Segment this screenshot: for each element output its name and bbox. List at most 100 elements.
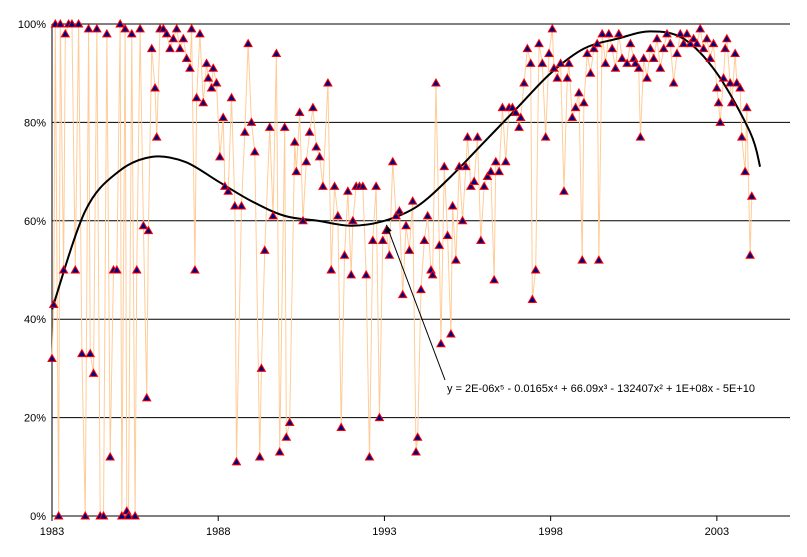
data-point: [479, 181, 490, 190]
data-point: [85, 348, 96, 358]
data-point: [377, 235, 388, 244]
data-point: [613, 28, 624, 38]
data-point: [574, 87, 584, 97]
data-point: [47, 353, 57, 363]
data-point: [190, 264, 200, 274]
data-point: [442, 230, 453, 240]
data-point: [264, 122, 275, 131]
data-point: [289, 137, 300, 146]
data-point: [530, 264, 541, 274]
y-tick-label: 80%: [24, 117, 46, 129]
data-point: [111, 264, 122, 274]
x-tick-label: 1993: [372, 526, 396, 538]
data-point: [510, 107, 521, 117]
data-point: [688, 33, 699, 43]
data-point: [185, 63, 195, 72]
data-point: [195, 28, 205, 38]
data-point: [151, 132, 162, 141]
data-point: [633, 63, 644, 72]
data-point: [308, 102, 318, 112]
data-point: [268, 210, 278, 220]
data-point: [284, 417, 295, 427]
data-point: [80, 510, 91, 520]
data-point: [138, 220, 149, 230]
data-point: [105, 451, 116, 461]
data-point: [692, 38, 702, 48]
data-point: [215, 151, 225, 161]
y-tick-label: 20%: [24, 413, 46, 425]
data-point: [582, 48, 593, 58]
data-point: [419, 235, 430, 244]
data-point: [404, 245, 415, 254]
data-point: [515, 112, 526, 121]
data-point: [555, 58, 566, 67]
data-point: [178, 33, 189, 43]
data-point: [735, 82, 745, 92]
data-point: [120, 23, 130, 33]
data-point: [593, 255, 604, 264]
data-point: [622, 58, 632, 67]
data-point: [549, 63, 559, 72]
data-point: [559, 186, 569, 195]
tick-labels: 0% 20% 40% 60% 80% 100% 1983 1988 1993 1998 2003: [18, 19, 729, 538]
data-point: [585, 68, 596, 77]
data-point: [592, 38, 603, 48]
data-point: [726, 97, 737, 107]
x-tick-label: 1998: [538, 526, 562, 538]
data-point: [384, 250, 395, 259]
data-point: [457, 215, 468, 225]
y-tick-label: 100%: [18, 19, 46, 31]
data-point: [311, 141, 322, 151]
data-point: [534, 38, 544, 48]
data-point: [271, 48, 282, 58]
data-point: [220, 181, 230, 190]
data-point: [371, 181, 381, 190]
data-point: [652, 33, 662, 43]
data-point: [745, 250, 755, 259]
data-point: [600, 58, 611, 67]
data-point: [607, 43, 618, 53]
data-point: [603, 28, 614, 38]
y-tick-label: 60%: [24, 216, 46, 228]
data-point: [191, 92, 202, 102]
data-point: [229, 201, 240, 210]
data-point: [304, 127, 315, 136]
data-line: [51, 23, 753, 517]
y-tick-label: 40%: [24, 314, 46, 326]
data-point: [70, 264, 81, 274]
data-point: [564, 58, 574, 67]
data-point: [721, 33, 732, 43]
data-point: [451, 255, 461, 264]
data-point: [482, 171, 493, 181]
axes: [51, 24, 790, 521]
data-point: [171, 23, 182, 33]
data-point: [274, 447, 285, 456]
data-point: [208, 63, 219, 72]
data-point: [314, 151, 325, 161]
series-line: [51, 23, 753, 517]
data-point: [497, 102, 508, 112]
data-point: [323, 78, 333, 87]
x-tick-label: 1983: [40, 526, 64, 538]
data-point: [165, 43, 175, 53]
data-point: [642, 73, 652, 82]
data-point: [570, 102, 581, 112]
data-point: [226, 92, 237, 102]
data-point: [597, 28, 608, 38]
data-point: [472, 132, 483, 141]
trendline-equation: y = 2E-06x⁵ - 0.0165x⁴ + 66.09x³ - 13240…: [447, 383, 755, 395]
data-point: [181, 53, 192, 62]
data-point: [116, 510, 127, 520]
data-point: [698, 43, 709, 53]
data-point: [648, 53, 659, 62]
data-point: [326, 264, 337, 274]
data-point: [427, 269, 438, 279]
series-markers: [47, 18, 757, 520]
data-point: [333, 210, 343, 220]
data-point: [485, 166, 496, 176]
annotation-arrow: [385, 224, 446, 381]
data-point: [83, 23, 94, 33]
data-point: [336, 422, 347, 431]
grid-lines: [52, 23, 790, 419]
data-point: [239, 127, 250, 136]
